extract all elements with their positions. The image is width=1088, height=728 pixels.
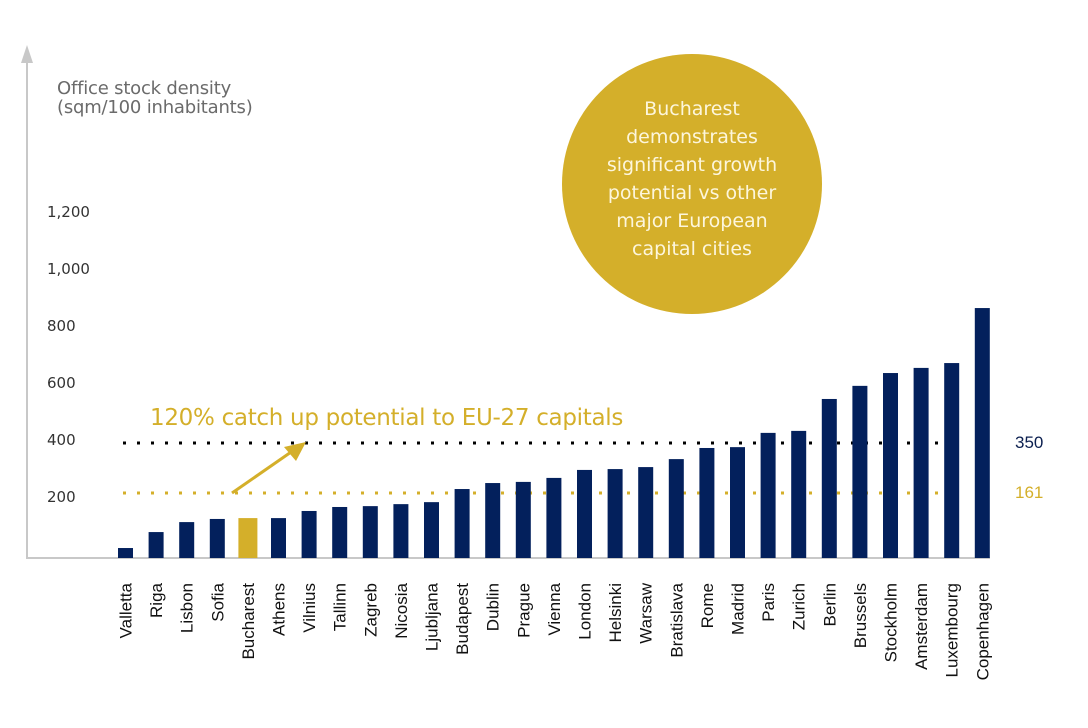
bar-amsterdam <box>913 367 929 558</box>
bar-ljubljana <box>424 502 439 558</box>
x-tick-label: Luxembourg <box>943 583 962 678</box>
y-axis-arrow-icon <box>21 45 33 63</box>
y-axis-title-line-1: Office stock density <box>57 78 232 99</box>
reference-label-161: 161 <box>1015 483 1044 502</box>
x-tick-label: Zurich <box>790 583 809 630</box>
x-tick-label: Valletta <box>117 582 136 638</box>
annotation-arrow <box>231 442 306 495</box>
reference-label-350: 350 <box>1015 433 1044 452</box>
x-tick-label: London <box>576 583 595 640</box>
x-tick-label: Berlin <box>820 583 839 626</box>
bar-tallinn <box>332 506 348 558</box>
x-tick-label: Lisbon <box>178 583 197 633</box>
y-tick-label: 1,000 <box>47 260 90 278</box>
x-tick-label: Zagreb <box>361 583 380 637</box>
bar-lisbon <box>179 522 195 558</box>
bar-dublin <box>485 483 501 558</box>
x-tick-label: Warsaw <box>637 582 656 643</box>
x-tick-label: Vienna <box>545 582 564 635</box>
x-tick-label: Copenhagen <box>973 583 992 680</box>
bar-stockholm <box>883 373 898 558</box>
y-tick-labels: 200 400 600 800 1,000 1,200 <box>47 203 90 506</box>
x-tick-label: Helsinki <box>606 583 625 643</box>
x-tick-label: Bratislava <box>667 582 686 657</box>
bar-budapest <box>454 489 470 558</box>
bar-helsinki <box>607 469 623 558</box>
bar-prague <box>515 481 531 558</box>
bar-vilnius <box>301 510 317 558</box>
x-tick-label: Nicosia <box>392 582 411 638</box>
bar-bucharest <box>238 518 258 558</box>
y-axis-title-line-2: (sqm/100 inhabitants) <box>57 97 253 118</box>
y-tick-label: 1,200 <box>47 203 90 221</box>
x-tick-label: Budapest <box>453 583 472 655</box>
y-axis-title: Office stock density (sqm/100 inhabitant… <box>57 79 253 117</box>
x-tick-label: Rome <box>698 583 717 628</box>
x-tick-labels: Valletta Riga Lisbon Sofia Bucharest Athens Vi… <box>117 582 993 680</box>
bar-paris <box>760 432 776 558</box>
bar-riga <box>148 532 164 558</box>
x-tick-label: Prague <box>514 583 533 638</box>
x-tick-label: Tallinn <box>331 583 350 631</box>
x-tick-label: Vilnius <box>300 583 319 633</box>
y-tick-label: 400 <box>47 431 76 449</box>
bar-copenhagen <box>974 308 990 558</box>
x-tick-label: Bucharest <box>239 583 258 660</box>
x-tick-label: Sofia <box>208 582 227 621</box>
x-tick-label: Madrid <box>729 583 748 635</box>
bar-london <box>577 469 592 558</box>
bar-valletta <box>118 548 133 558</box>
bar-nicosia <box>393 504 409 558</box>
arrow-shaft <box>231 448 295 495</box>
x-tick-label: Stockholm <box>882 583 901 662</box>
bar-sofia <box>209 518 225 558</box>
bar-vienna <box>546 477 562 558</box>
catch-up-annotation: 120% catch up potential to EU-27 capital… <box>150 405 624 431</box>
x-tick-label: Paris <box>759 583 778 622</box>
y-tick-label: 800 <box>47 317 76 335</box>
x-tick-label: Amsterdam <box>912 583 931 670</box>
y-tick-label: 200 <box>47 488 76 506</box>
bar-athens <box>271 518 286 558</box>
arrow-head-icon <box>284 442 306 461</box>
x-tick-label: Athens <box>270 583 289 636</box>
x-tick-label: Riga <box>147 582 166 618</box>
bar-madrid <box>730 447 745 558</box>
bar-zurich <box>791 430 807 558</box>
bars <box>118 308 990 558</box>
x-tick-label: Brussels <box>851 583 870 648</box>
callout-bubble: Bucharest demonstrates significant growt… <box>562 54 822 314</box>
bar-berlin <box>821 398 837 558</box>
bar-zagreb <box>362 506 378 558</box>
callout-text: Bucharest demonstrates significant growt… <box>606 98 778 260</box>
x-tick-label: Ljubljana <box>423 582 442 651</box>
bar-rome <box>699 447 715 558</box>
bar-brussels <box>852 385 868 558</box>
y-tick-label: 600 <box>47 374 76 392</box>
bar-bratislava <box>668 459 684 558</box>
x-tick-label: Dublin <box>484 583 503 631</box>
axes <box>21 45 990 559</box>
bar-warsaw <box>638 467 654 558</box>
bar-luxembourg <box>944 363 960 558</box>
